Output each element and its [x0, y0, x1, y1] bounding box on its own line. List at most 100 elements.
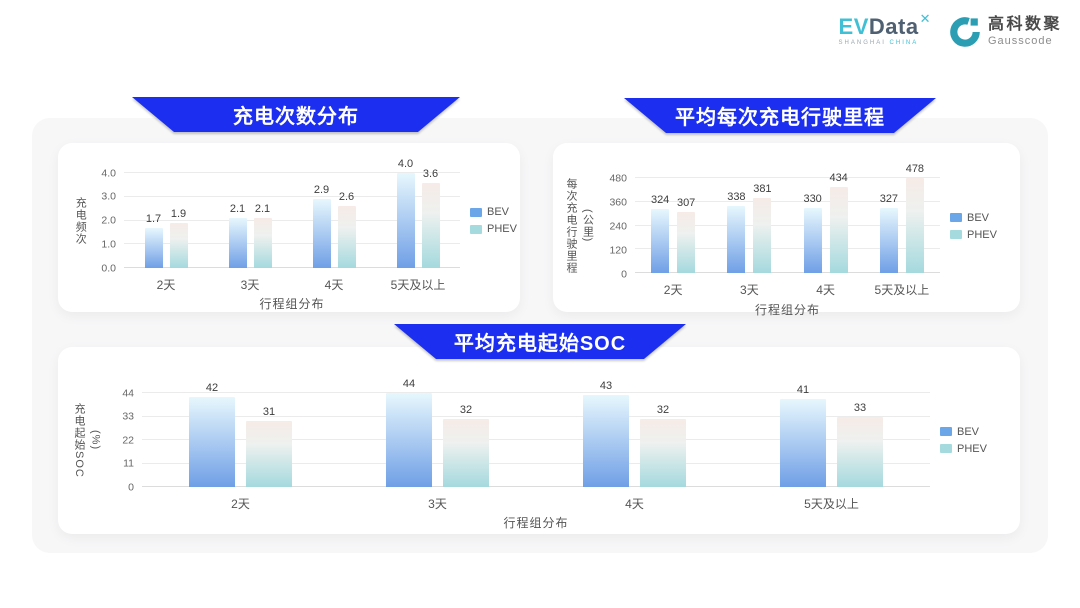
- bar-group: 330 434 4天: [788, 173, 864, 297]
- bar-bev: 44: [386, 379, 432, 487]
- y-axis-title: 充电起始SOC (%): [73, 402, 102, 478]
- bar-pair: 338 381: [727, 178, 772, 273]
- bar-value-label: 44: [402, 378, 416, 390]
- bar-group: 4.0 3.6 5天及以上: [376, 159, 460, 293]
- bar-pair: 324 307: [651, 178, 695, 273]
- header-logos: EV Data ✕ SHANGHAI CHINA 高科数聚 Gausscode: [838, 12, 1062, 48]
- bar-phev: 32: [640, 404, 686, 487]
- bar-pair: 44 32: [386, 379, 489, 487]
- bar-group: 324 307 2天: [635, 178, 711, 297]
- x-category-label: 5天及以上: [874, 283, 930, 297]
- bev-swatch-icon: [940, 427, 952, 436]
- bar-pair: 4.0 3.6: [396, 159, 440, 268]
- gridline: [124, 267, 460, 268]
- bar-phev: 31: [246, 406, 292, 487]
- bar-pair: 1.7 1.9: [144, 173, 188, 268]
- bar-groups: 1.7 1.9 2天 2.1 2.1 3天 2.9 2.6 4天 4.0 3.6 5天及以上: [124, 159, 460, 293]
- y-tick-label: 4.0: [101, 166, 116, 179]
- bar-bev: 324: [651, 194, 669, 273]
- bar-group: 44 32 3天: [339, 379, 536, 511]
- y-axis: 0.0 1.0 2.0 3.0 4.0: [90, 168, 124, 273]
- legend-item-phev: PHEV: [950, 229, 1008, 241]
- banner-distance-per-charge: 平均每次充电行驶里程: [624, 98, 936, 133]
- bar-bev: 2.1: [228, 204, 247, 268]
- gridline: [635, 224, 940, 226]
- gausscode-logo: 高科数聚 Gausscode: [949, 16, 1062, 48]
- phev-swatch-icon: [950, 230, 962, 239]
- bar-bev: 42: [189, 383, 235, 487]
- bar-pair: 41 33: [780, 385, 883, 487]
- bar-phev: 381: [753, 183, 772, 273]
- bar-value-label: 33: [853, 401, 867, 414]
- legend-item-bev: BEV: [940, 426, 1006, 438]
- bar-phev: 478: [906, 164, 924, 273]
- bar-value-label: 32: [459, 403, 473, 416]
- banner-start-soc: 平均充电起始SOC: [394, 324, 686, 359]
- bar-bev: 338: [727, 192, 746, 273]
- bar-group: 41 33 5天及以上: [733, 385, 930, 511]
- bar-bev: 1.7: [144, 213, 163, 268]
- x-category-label: 2天: [663, 283, 683, 297]
- y-tick-label: 360: [609, 195, 627, 208]
- plot-area: 324 307 2天 338 381 3天 330 434 4天 327 478 5天及以上: [635, 164, 940, 297]
- y-tick-label: 33: [122, 410, 134, 423]
- gridline: [635, 248, 940, 250]
- bar-pair: 2.1 2.1: [228, 173, 272, 268]
- gridline: [142, 462, 930, 464]
- phev-swatch-icon: [470, 224, 482, 234]
- bar-pair: 327 478: [880, 164, 924, 273]
- chart-card-distance-per-charge: 每次充电行驶里程 (公里) 0 120 240 360 480 324 307 2天 338 3…: [553, 143, 1020, 317]
- gausscode-name-cn: 高科数聚: [987, 16, 1062, 34]
- y-tick-label: 0: [128, 480, 134, 493]
- plot-area: 1.7 1.9 2天 2.1 2.1 3天 2.9 2.6 4天 4.0 3.6 5天及以上: [124, 159, 460, 293]
- y-axis-title: 充电频次: [74, 196, 87, 245]
- evdata-logo-subtitle: SHANGHAI CHINA: [838, 40, 919, 46]
- legend-label-bev: BEV: [967, 211, 990, 224]
- chart-title-distance-per-charge: 平均每次充电行驶里程: [624, 98, 936, 133]
- x-axis-title: 行程组分布: [259, 297, 325, 311]
- chart-title-start-soc: 平均充电起始SOC: [394, 324, 686, 359]
- evdata-logo-data: Data: [868, 14, 919, 39]
- y-tick-label: 44: [122, 386, 134, 399]
- bar-phev: 1.9: [169, 208, 188, 268]
- gridline: [124, 219, 460, 221]
- chart-legend: BEV PHEV: [930, 393, 1006, 487]
- gridline: [635, 272, 940, 273]
- bar-groups: 42 31 2天 44 32 3天 43 32 4天 41 33 5天及以上: [142, 379, 930, 511]
- x-category-label: 4天: [625, 497, 644, 511]
- legend-item-phev: PHEV: [940, 443, 1006, 455]
- bar-group: 2.9 2.6 4天: [292, 173, 376, 292]
- legend-label-phev: PHEV: [957, 442, 987, 455]
- bar-group: 2.1 2.1 3天: [208, 173, 292, 292]
- bar-pair: 330 434: [803, 173, 848, 273]
- bar-phev: 2.6: [337, 192, 356, 268]
- bar-phev: 307: [677, 198, 695, 273]
- bar-phev: 33: [837, 402, 883, 487]
- bar-value-label: 4.0: [397, 158, 414, 170]
- legend-label-phev: PHEV: [967, 228, 997, 241]
- y-axis: 0 120 240 360 480: [597, 173, 635, 279]
- x-category-label: 5天及以上: [804, 497, 859, 511]
- gridline: [635, 200, 940, 202]
- evdata-logo: EV Data ✕ SHANGHAI CHINA: [838, 12, 931, 46]
- x-axis-title: 行程组分布: [503, 516, 569, 530]
- y-tick-label: 2.0: [101, 214, 116, 227]
- chart-card-charging-count: 充电频次 0.0 1.0 2.0 3.0 4.0 1.7 1.9 2天 2.1 2.1 3天 2.9…: [58, 143, 520, 312]
- y-axis-title: 每次充电行驶里程 (公里): [565, 178, 594, 274]
- bar-phev: 32: [443, 404, 489, 487]
- bar-bev: 4.0: [396, 159, 415, 268]
- y-tick-label: 11: [123, 457, 134, 470]
- chart-legend: BEV PHEV: [460, 173, 517, 268]
- bar-group: 338 381 3天: [711, 178, 787, 297]
- bar-bev: 43: [583, 381, 629, 487]
- x-category-label: 4天: [324, 278, 344, 292]
- bar-value-label: 2.6: [338, 191, 355, 204]
- bar-pair: 42 31: [189, 383, 292, 487]
- y-tick-label: 3.0: [101, 190, 116, 203]
- gridline: [124, 243, 460, 245]
- gridline: [142, 439, 930, 440]
- legend-item-phev: PHEV: [470, 223, 517, 235]
- bar-value-label: 41: [796, 384, 810, 397]
- y-tick-label: 240: [609, 219, 627, 232]
